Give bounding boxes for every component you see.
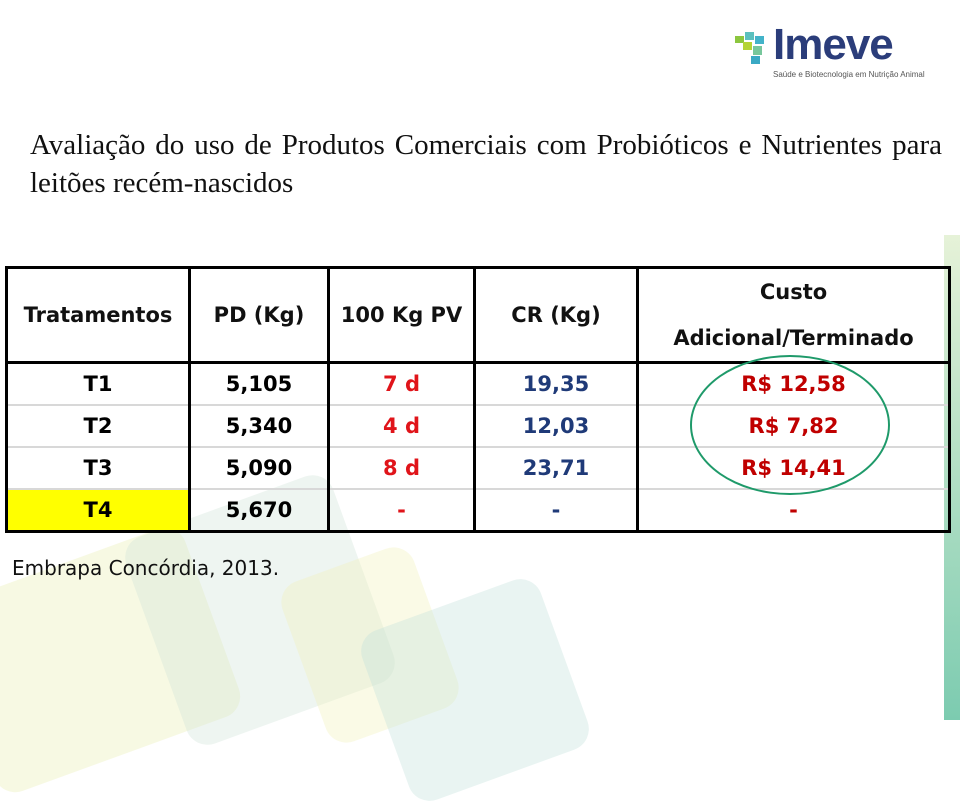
cell-days: 8 d <box>327 447 476 490</box>
logo-mosaic-icon <box>735 32 764 64</box>
cell-treatment: T1 <box>5 362 191 406</box>
cell-cr: - <box>473 489 639 533</box>
cell-days: 7 d <box>327 362 476 406</box>
header-100kg-pv: 100 Kg PV <box>327 266 476 364</box>
cell-cr: 23,71 <box>473 447 639 490</box>
cell-days: 4 d <box>327 405 476 448</box>
cell-pd: 5,340 <box>188 405 330 448</box>
cell-cr: 19,35 <box>473 362 639 406</box>
source-citation: Embrapa Concórdia, 2013. <box>12 556 280 580</box>
cell-cost: - <box>636 489 951 533</box>
cell-treatment: T2 <box>5 405 191 448</box>
header-cr: CR (Kg) <box>473 266 639 364</box>
header-custo: Custo Adicional/Terminado <box>636 266 951 364</box>
cell-days: - <box>327 489 476 533</box>
slide-title: Avaliação do uso de Produtos Comerciais … <box>30 129 942 199</box>
highlight-circle <box>690 355 890 495</box>
cell-cr: 12,03 <box>473 405 639 448</box>
table-row: T4 5,670 - - - <box>5 489 951 533</box>
cell-treatment: T3 <box>5 447 191 490</box>
header-pd: PD (Kg) <box>188 266 330 364</box>
imeve-logo: Imeve Saúde e Biotecnologia em Nutrição … <box>733 20 925 88</box>
logo-wordmark: Imeve <box>773 20 894 69</box>
table-header-row: Tratamentos PD (Kg) 100 Kg PV CR (Kg) Cu… <box>5 266 951 364</box>
cell-pd: 5,105 <box>188 362 330 406</box>
header-tratamentos: Tratamentos <box>5 266 191 364</box>
cell-pd: 5,090 <box>188 447 330 490</box>
cell-treatment-highlighted: T4 <box>5 489 191 533</box>
cell-pd: 5,670 <box>188 489 330 533</box>
logo-tagline: Saúde e Biotecnologia em Nutrição Animal <box>773 70 925 79</box>
